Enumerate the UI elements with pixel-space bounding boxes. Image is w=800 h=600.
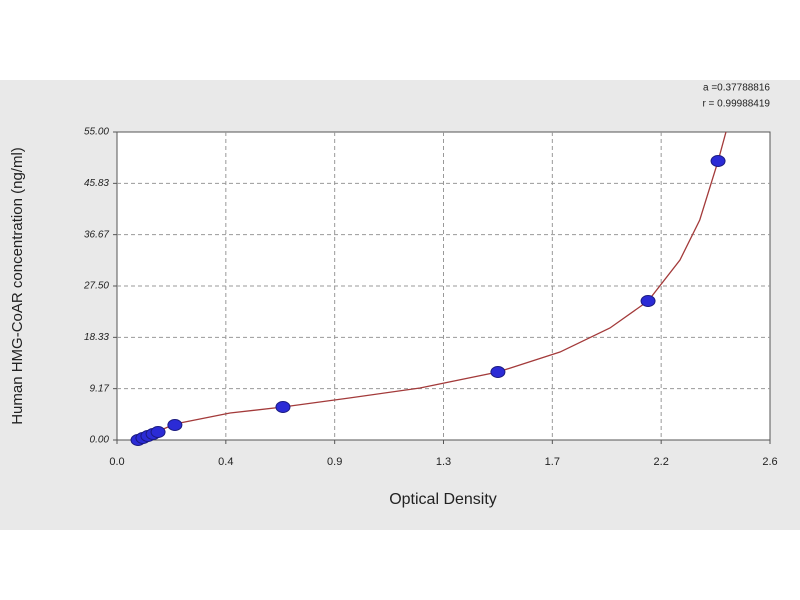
data-point — [275, 401, 291, 414]
x-tick-label: 1.7 — [545, 456, 560, 468]
fit-curve — [137, 132, 727, 440]
x-tick-label: 1.3 — [436, 456, 451, 468]
x-tick-label: 2.2 — [654, 456, 669, 468]
y-axis-label: Human HMG-CoAR concentration (ng/ml) — [9, 147, 26, 425]
x-tick-label: 0.0 — [109, 456, 124, 468]
data-point — [167, 418, 183, 431]
y-tick-label: 45.83 — [84, 178, 109, 189]
x-tick-label: 0.4 — [218, 456, 233, 468]
x-axis-label: Optical Density — [389, 491, 497, 508]
x-tick-label: 2.6 — [762, 456, 777, 468]
y-tick-label: 27.50 — [83, 281, 109, 292]
y-tick-label: 9.17 — [90, 383, 110, 394]
data-point — [640, 295, 656, 308]
annotation: r = 0.99988419 — [702, 99, 770, 110]
annotation: a =0.37788816 — [703, 83, 770, 94]
y-tick-label: 18.33 — [84, 332, 109, 343]
x-tick-label: 0.9 — [327, 456, 342, 468]
y-tick-label: 0.00 — [90, 435, 110, 446]
y-tick-label: 36.67 — [84, 229, 109, 240]
data-point — [710, 155, 726, 168]
data-point — [150, 425, 166, 438]
data-point — [490, 366, 506, 379]
y-tick-label: 55.00 — [84, 127, 109, 138]
